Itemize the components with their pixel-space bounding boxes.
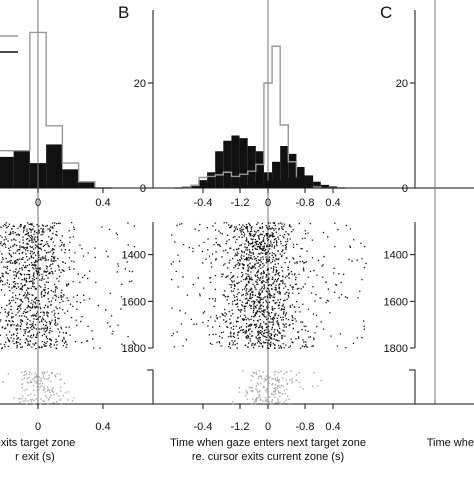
hist-bar (247, 146, 256, 188)
bottom-xtick-label: 0 (35, 421, 41, 433)
hist-bar (248, 182, 265, 188)
panel-b: -0.4 -0.4 0 0 0.4 0.4 0 20 1400 1600 1800 B Time whe… (118, 0, 388, 463)
hist-bar (215, 151, 224, 188)
hist-bar (280, 177, 297, 188)
gray-bracket (147, 369, 154, 405)
hist-bar (62, 169, 79, 188)
hist-bar (280, 146, 289, 188)
hist-bar (46, 144, 63, 188)
hist-bar (231, 135, 240, 188)
hist-outline (0, 31, 112, 189)
hist-xtick-label: 0.4 (95, 197, 110, 209)
bottom-xtick-label: 0 (265, 421, 271, 433)
hist-bar (255, 151, 264, 188)
hist-bar (272, 161, 281, 188)
bottom-xtick-label: -1.2 (231, 421, 250, 433)
raster-ytick-label: 1600 (384, 296, 408, 308)
raster-gray-dots (2, 370, 75, 406)
raster-ytick-label: 1600 (122, 296, 146, 308)
hist-bar (320, 184, 329, 188)
hist-bar (223, 140, 232, 188)
hist-bar (264, 180, 281, 188)
panel-c: -1.2 -1.2 -0.8 -0.8 0 20 1400 1600 1800 C Time whe (231, 0, 474, 449)
hist-xtick-label: 0.4 (325, 197, 340, 209)
hist-bar (296, 175, 314, 188)
xlabel-line: exits target zone (0, 437, 75, 449)
hist-bar (328, 186, 338, 188)
xlabel-line: r exit (s) (15, 451, 55, 463)
hist-xtick-label: -0.4 (194, 197, 213, 209)
hist-bar (13, 150, 30, 188)
hist-bar (207, 172, 216, 188)
panel-a: 0 0 0.4 0.4 exits target zone r exit (s) (0, 0, 158, 463)
raster-dots (232, 223, 317, 347)
hist-bar (190, 184, 199, 188)
hist-xtick-label: -1.2 (231, 197, 250, 209)
panel-letter: B (118, 3, 129, 22)
raster-ytick-label: 1400 (384, 250, 408, 262)
hist-xtick-label: 0 (35, 197, 41, 209)
xlabel-line: re. cursor exits current zone (s) (192, 451, 344, 463)
hist-ytick-label: 20 (396, 78, 408, 90)
legend (0, 35, 18, 53)
raster-ytick-label: 1800 (384, 343, 408, 355)
hist-bar (231, 184, 249, 188)
bottom-xtick-label: -0.8 (296, 421, 315, 433)
hist-xtick-label: -0.8 (296, 197, 315, 209)
raster-gray-dots (242, 370, 304, 406)
raster-dots (170, 222, 367, 349)
raster-ytick-label: 1800 (122, 343, 146, 355)
hist-ytick-label: 0 (402, 183, 408, 195)
bottom-xtick-label: -0.4 (194, 421, 213, 433)
bottom-xtick-label: 0.4 (95, 421, 110, 433)
bottom-xtick-label: 0.4 (325, 421, 340, 433)
hist-xtick-label: 0 (265, 197, 271, 209)
xlabel-line: Time when gaze enters next target zone (170, 437, 366, 449)
raster-dots (0, 222, 136, 350)
hist-bar (0, 156, 14, 188)
raster-ytick-label: 1400 (122, 250, 146, 262)
hist-ytick-label: 20 (134, 78, 146, 90)
xlabel-line: Time whe (427, 437, 474, 449)
hist-bar (198, 180, 208, 188)
gray-bracket (409, 369, 416, 405)
hist-ytick-label: 0 (140, 183, 146, 195)
hist-bar (239, 138, 248, 188)
panel-letter: C (380, 3, 392, 22)
hist-bar (312, 181, 321, 188)
hist-bar (78, 181, 95, 188)
hist-bar (288, 153, 297, 188)
